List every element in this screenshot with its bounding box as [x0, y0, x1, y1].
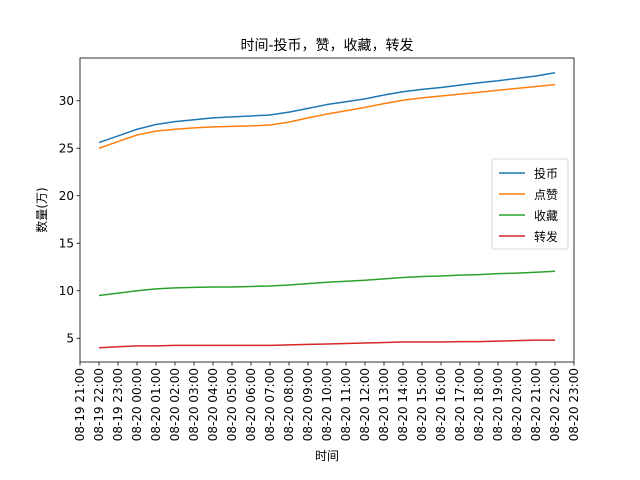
y-tick-label: 10	[59, 284, 74, 298]
y-tick-label: 5	[66, 331, 74, 345]
x-tick-label: 08-20 01:00	[149, 368, 163, 441]
x-tick-label: 08-19 23:00	[111, 368, 125, 441]
series-line-4	[98, 339, 555, 349]
x-tick-label: 08-20 22:00	[548, 368, 562, 441]
x-tick-label: 08-20 17:00	[453, 368, 467, 441]
y-axis-label: 数量(万)	[34, 187, 49, 232]
x-tick-label: 08-20 04:00	[206, 368, 220, 441]
x-tick-label: 08-20 12:00	[358, 368, 372, 441]
x-tick-label: 08-20 23:00	[567, 368, 581, 441]
plot-area: 5 10 15 20 25 30 08-19 21:00 08-19 22:00 08-19 2…	[59, 57, 581, 441]
x-tick-label: 08-20 21:00	[529, 368, 543, 441]
x-axis-label: 时间	[315, 449, 339, 463]
legend-label-1: 投币	[534, 166, 558, 181]
y-tick-label: 15	[59, 236, 74, 250]
x-tick-label: 08-20 15:00	[415, 368, 429, 441]
x-tick-label: 08-20 09:00	[301, 368, 315, 441]
series-line-3	[98, 270, 556, 297]
x-tick-label: 08-20 08:00	[282, 368, 296, 441]
x-tick-label: 08-20 10:00	[320, 368, 334, 441]
x-tick-label: 08-20 07:00	[263, 368, 277, 441]
y-tick-label: 25	[59, 141, 74, 155]
chart-title: 时间-投币，赞，收藏，转发	[240, 38, 413, 54]
x-tick-label: 08-20 19:00	[491, 368, 505, 441]
x-tick-label: 08-19 22:00	[92, 368, 106, 441]
x-tick-label: 08-20 16:00	[434, 368, 448, 441]
x-tick-label: 08-20 14:00	[396, 368, 410, 441]
series-line-2	[98, 83, 556, 149]
series-line-1	[98, 71, 556, 144]
legend-label-4: 转发	[534, 229, 558, 244]
legend-box	[491, 158, 569, 250]
x-tick-label: 08-20 18:00	[472, 368, 486, 441]
x-tick-label: 08-20 03:00	[187, 368, 201, 441]
x-tick-label: 08-20 00:00	[130, 368, 144, 441]
x-tick-label: 08-20 13:00	[377, 368, 391, 441]
x-tick-label: 08-20 02:00	[168, 368, 182, 441]
x-tick-label: 08-20 06:00	[244, 368, 258, 441]
x-tick-label: 08-20 11:00	[339, 368, 353, 441]
y-tick-label: 20	[59, 189, 74, 203]
legend-label-2: 点赞	[534, 188, 558, 202]
x-tick-label: 08-20 05:00	[225, 368, 239, 441]
legend-label-3: 收藏	[534, 209, 558, 223]
x-tick-label: 08-19 21:00	[73, 368, 87, 441]
y-tick-label: 30	[59, 94, 74, 108]
x-tick-label: 08-20 20:00	[510, 368, 524, 441]
